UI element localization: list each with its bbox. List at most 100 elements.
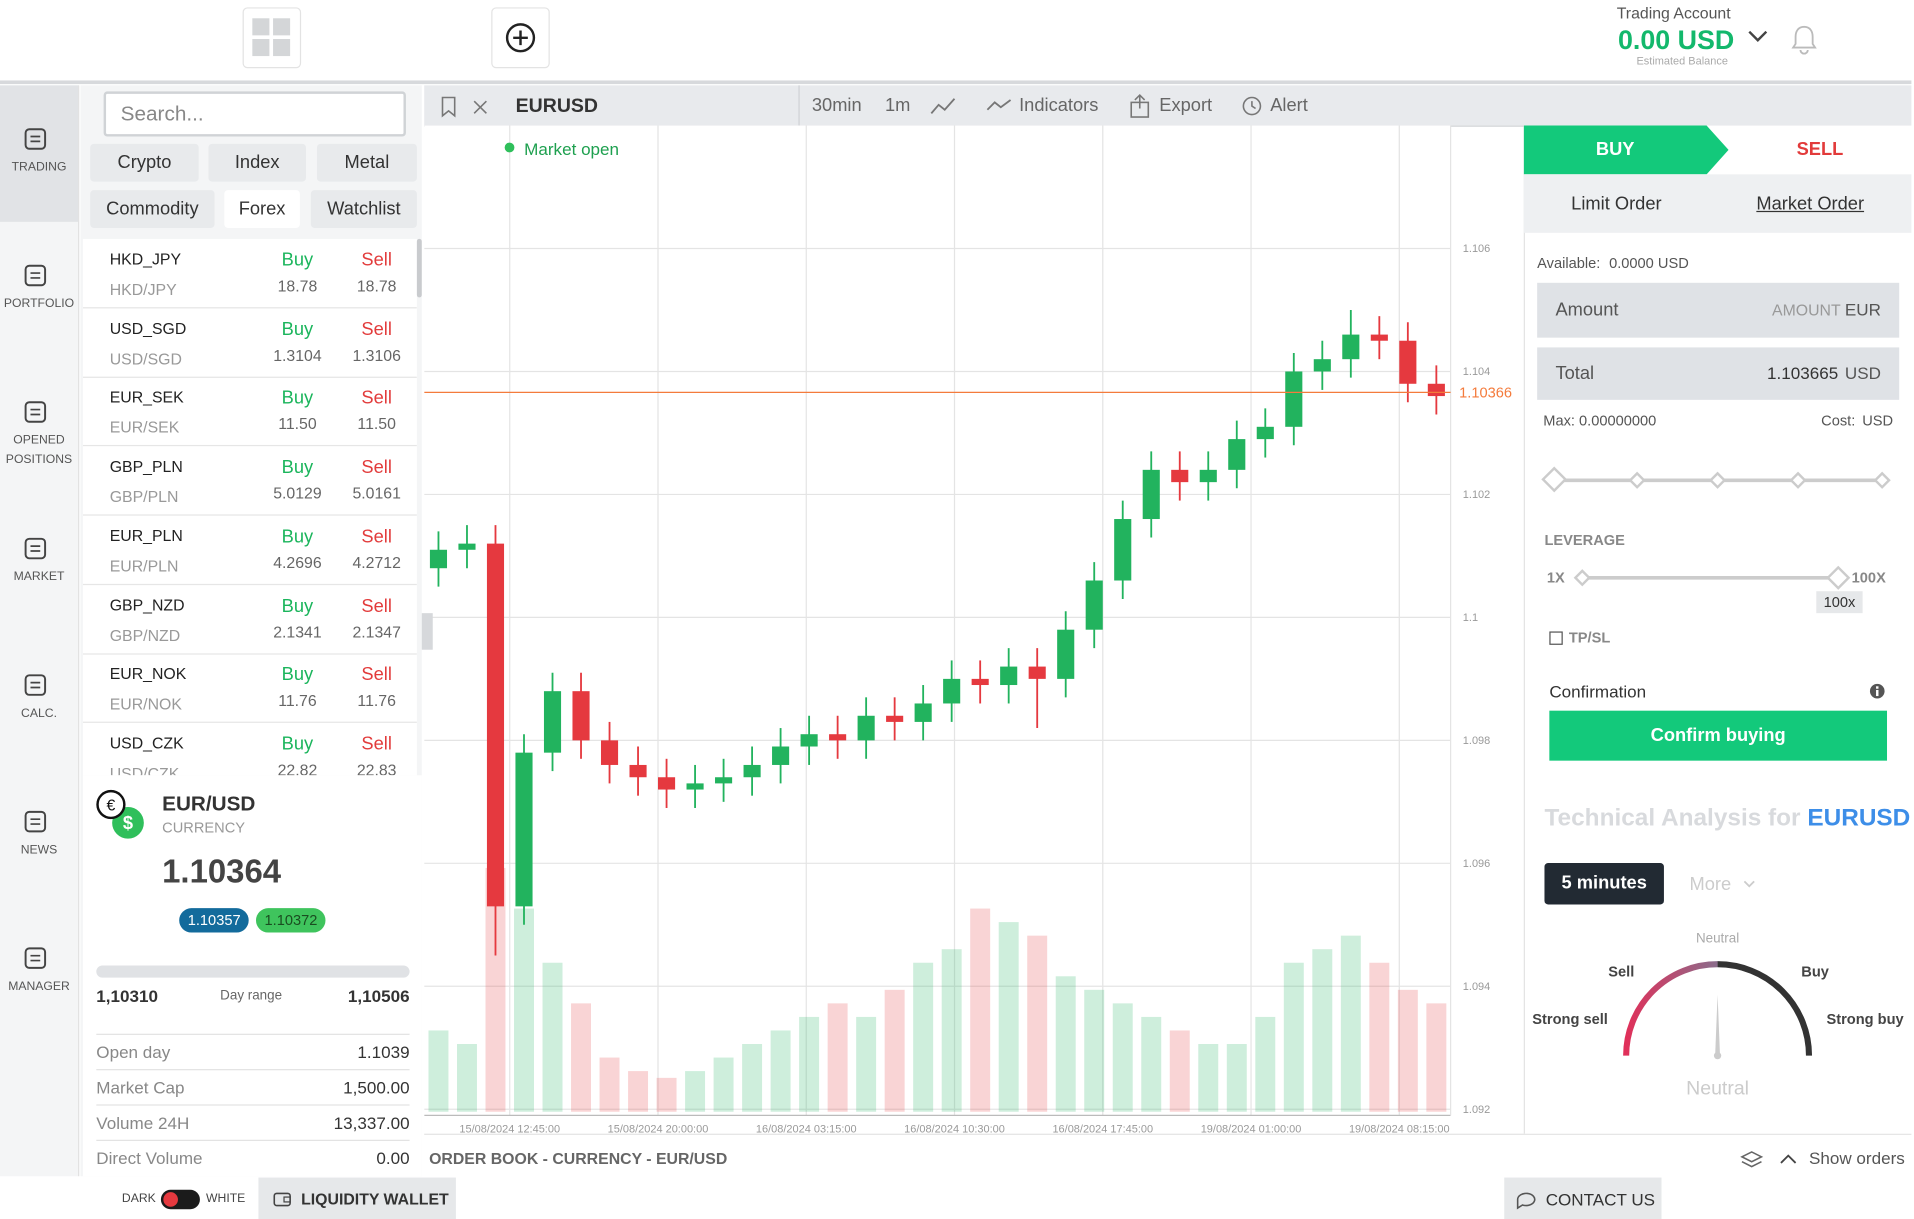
account-label: Trading Account [1616, 3, 1731, 22]
more-button[interactable]: More [1689, 874, 1732, 895]
row-pair: HKD/JPY [109, 280, 177, 299]
candle-body [715, 777, 733, 784]
wallet-button[interactable] [258, 1177, 456, 1219]
volume-bar [1112, 1003, 1133, 1112]
stat-value: 0.00 [376, 1148, 410, 1168]
confirm-button[interactable]: Confirm buying [1549, 710, 1888, 761]
analysis-symbol: EURUSD [1807, 804, 1911, 832]
stat-label: Open day [96, 1042, 171, 1062]
filter-button[interactable]: Crypto [90, 143, 199, 182]
account-dropdown[interactable] [1746, 27, 1770, 47]
top-bar [0, 0, 1912, 85]
more-caret [1743, 880, 1755, 888]
gauge-strong-buy: Strong buy [1826, 1010, 1904, 1028]
info-icon[interactable] [1869, 683, 1886, 700]
show-orders[interactable]: Show orders [1808, 1148, 1905, 1168]
filter-button[interactable]: Metal [316, 143, 417, 182]
side-tabs[interactable] [1523, 125, 1912, 175]
volume-bar [1312, 949, 1333, 1112]
x-tick-label: 19/08/2024 08:15:00 [1349, 1123, 1450, 1133]
sell-tab[interactable]: SELL [1796, 138, 1844, 160]
row-symbol: HKD_JPY [109, 249, 182, 269]
balance[interactable]: 0.00 USD [1617, 24, 1735, 55]
day-high: 1,10506 [347, 986, 410, 1006]
period-button[interactable]: 5 minutes [1544, 863, 1664, 905]
nav-icon [24, 674, 47, 696]
max-amount: Max: 0.00000000 [1543, 412, 1657, 430]
interval-button[interactable]: 30min [811, 95, 862, 116]
scrollbar[interactable] [416, 238, 422, 298]
volume-bar [827, 1003, 848, 1112]
volume-bar [1255, 1016, 1276, 1112]
x-tick-label: 16/08/2024 03:15:00 [756, 1123, 857, 1133]
analysis-title: Technical Analysis for EURUSD [1544, 805, 1910, 833]
logo[interactable] [242, 7, 302, 69]
tpsl-checkbox[interactable] [1549, 631, 1563, 645]
confirmation-label: Confirmation [1549, 681, 1647, 701]
nav-icon [24, 810, 47, 833]
candle-body [1000, 666, 1018, 686]
instrument-price: 1.10364 [162, 853, 282, 890]
add-icon [505, 23, 536, 53]
x-tick-label: 15/08/2024 20:00:00 [608, 1123, 709, 1133]
nav-icon [24, 537, 47, 560]
volume-bar [514, 908, 534, 1112]
x-tick-label: 15/08/2024 12:45:00 [459, 1123, 560, 1133]
volume-bar [1226, 1044, 1247, 1112]
dark-label: DARK [121, 1192, 156, 1206]
candle-body [1313, 359, 1331, 372]
volume-bar [656, 1077, 677, 1112]
volume-bar [742, 1044, 763, 1112]
nav-item[interactable]: MANAGER [8, 980, 70, 994]
row-pair: USD/CZK [109, 764, 180, 776]
order-book-icons [1740, 1151, 1797, 1168]
leverage-slider[interactable] [1573, 563, 1853, 592]
volume-bar [1369, 962, 1390, 1112]
add-button[interactable] [491, 7, 550, 69]
row-pair: USD/SGD [109, 349, 182, 368]
amount-field[interactable] [1537, 282, 1900, 338]
toolbar-icons[interactable] [436, 95, 497, 119]
filter-button[interactable]: Index [208, 143, 306, 182]
row-divider [82, 514, 417, 516]
nav-item[interactable]: NEWS [20, 843, 58, 857]
nav-item[interactable]: CALC. [21, 707, 57, 721]
search-input[interactable]: Search... [103, 91, 406, 137]
limit-order[interactable]: Limit Order [1571, 193, 1662, 215]
stat-label: Direct Volume [96, 1148, 203, 1168]
alert-button[interactable]: Alert [1270, 95, 1308, 116]
volume-bar [856, 1016, 877, 1112]
indicators-button[interactable]: Indicators [1019, 95, 1099, 116]
row-divider [82, 721, 417, 724]
amount-slider[interactable] [1536, 463, 1902, 500]
gauge-buy: Buy [1801, 963, 1829, 981]
available-label: Available: [1537, 254, 1601, 272]
nav-item[interactable]: PORTFOLIO [3, 297, 75, 311]
candle-body [543, 691, 562, 753]
last-price-label: 1.10366 [1459, 385, 1512, 401]
panel-collapse[interactable] [421, 613, 433, 650]
order-type-bar [1523, 174, 1912, 233]
theme-toggle[interactable] [160, 1189, 200, 1210]
y-tick-label: 1.106 [1463, 243, 1490, 255]
candle-body [515, 752, 533, 907]
leverage-min: 1X [1546, 569, 1565, 587]
filter-button[interactable]: Forex [224, 190, 300, 228]
filter-button[interactable]: Commodity [90, 190, 215, 228]
interval-button[interactable]: 1m [884, 95, 911, 116]
market-order[interactable]: Market Order [1756, 193, 1865, 215]
toolbar-divider [798, 85, 1323, 126]
export-button[interactable]: Export [1159, 95, 1213, 116]
nav-item[interactable]: TRADING [11, 160, 67, 175]
buy-tab[interactable]: BUY [1595, 138, 1635, 160]
notification-bell[interactable] [1789, 23, 1818, 55]
nav-icon [24, 401, 47, 423]
sidebar [0, 85, 80, 1177]
contact-button[interactable] [1504, 1177, 1662, 1219]
stat-value: 13,337.00 [333, 1112, 410, 1133]
filter-button[interactable]: Watchlist [310, 190, 417, 228]
leverage-max: 100X [1851, 569, 1886, 587]
nav-item[interactable]: OPENED POSITIONS [5, 433, 73, 467]
nav-item[interactable]: MARKET [13, 570, 65, 584]
